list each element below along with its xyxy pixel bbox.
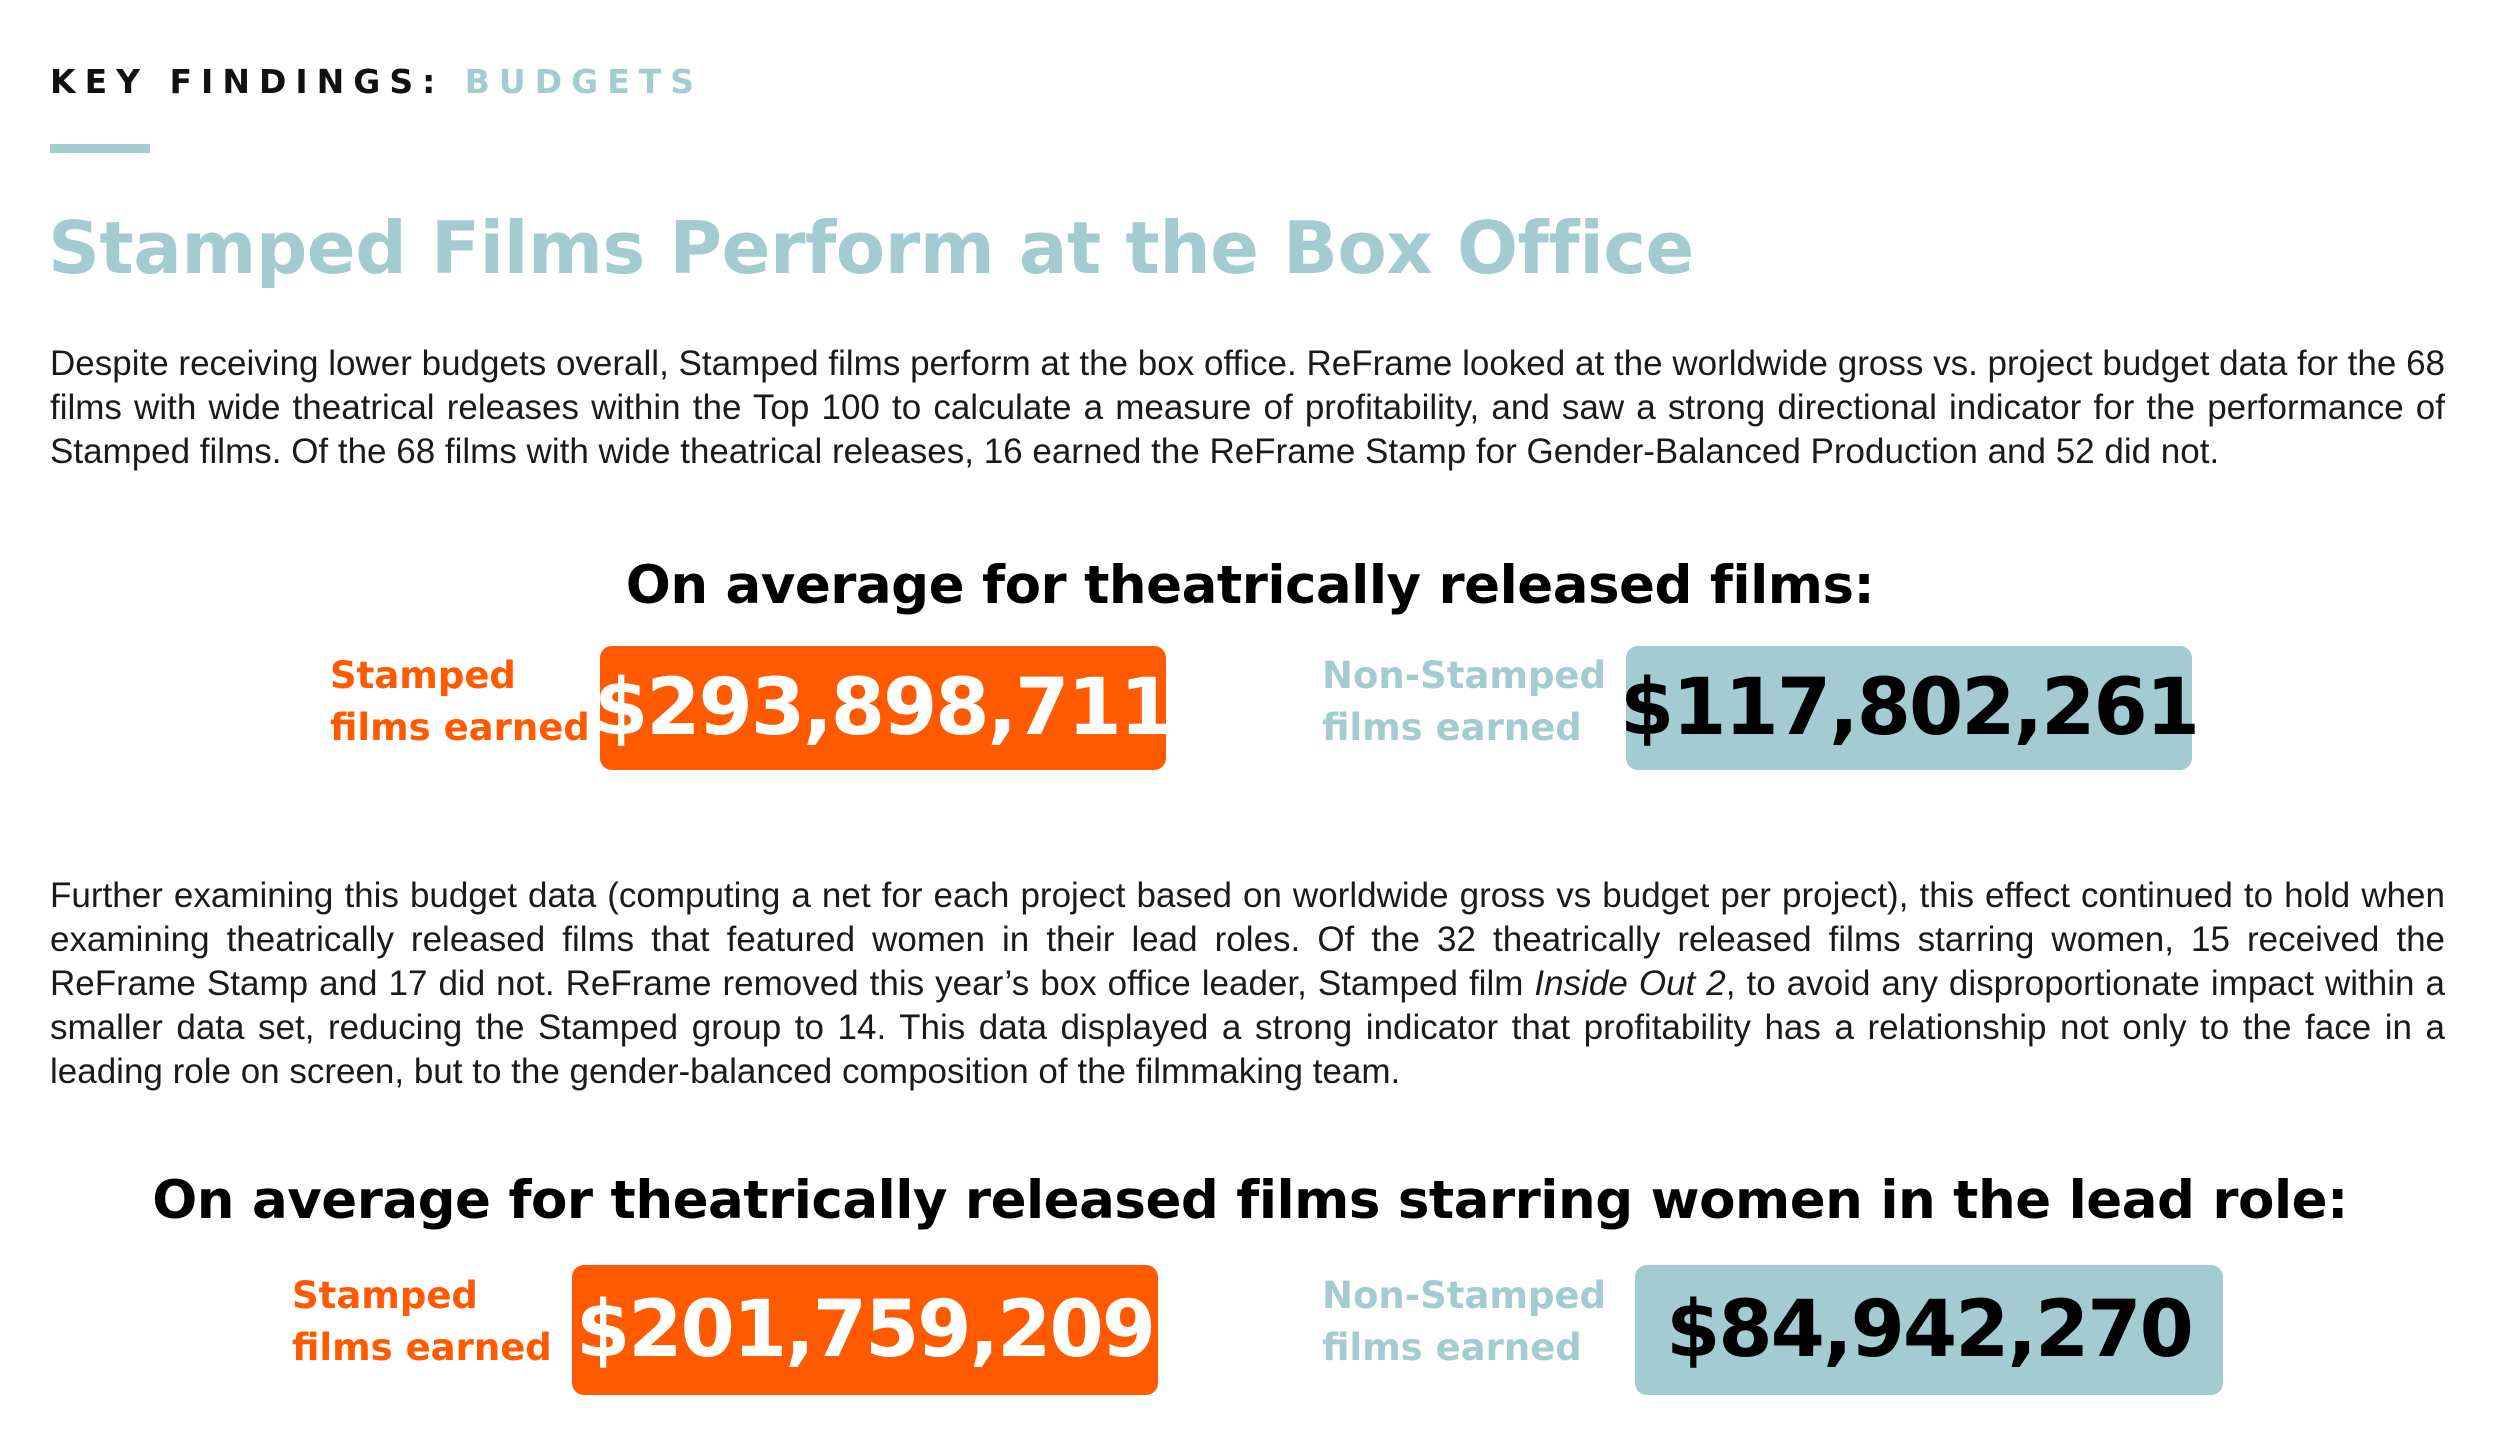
intro-paragraph: Despite receiving lower budgets overall,… [50,344,2445,471]
section2-stamped-label-line2: films earned [292,1326,552,1369]
followup-paragraph: Further examining this budget data (comp… [50,874,2445,1094]
followup-text-a: Further examining this budget data (comp… [50,876,2445,1003]
section1-stamped-label-line2: films earned [330,706,590,749]
section1-nonstamped-label: Non-Stamped films earned [1322,650,1606,754]
section2-nonstamped-label-line1: Non-Stamped [1322,1274,1607,1317]
section2-heading: On average for theatrically released fil… [152,1170,2348,1231]
eyebrow: KEY FINDINGS: BUDGETS [50,62,703,101]
section2-stamped-value: $201,759,209 [572,1265,1158,1395]
section1-stamped-label-line1: Stamped [330,654,516,697]
eyebrow-topic: BUDGETS [464,62,704,101]
film-title: Inside Out 2 [1534,964,1726,1003]
section1-nonstamped-label-line2: films earned [1322,706,1582,749]
section2-nonstamped-label-line2: films earned [1322,1326,1582,1369]
accent-rule [50,144,150,153]
page-title: Stamped Films Perform at the Box Office [48,206,1694,290]
section2-nonstamped-label: Non-Stamped films earned [1322,1270,1606,1374]
followup-text-b: , to avoid any disproportionate impact w… [50,964,2446,1091]
section2-stamped-label: Stamped films earned [292,1270,552,1374]
section1-stamped-value: $293,898,711 [594,646,1174,770]
section2-stamped-label-line1: Stamped [292,1274,478,1317]
section2-nonstamped-value: $84,942,270 [1635,1265,2223,1395]
section1-nonstamped-label-line1: Non-Stamped [1322,654,1607,697]
section1-heading: On average for theatrically released fil… [625,555,1875,616]
section1-stamped-label: Stamped films earned [330,650,590,754]
eyebrow-prefix: KEY FINDINGS: [50,62,445,101]
section1-nonstamped-value: $117,802,261 [1620,646,2200,770]
